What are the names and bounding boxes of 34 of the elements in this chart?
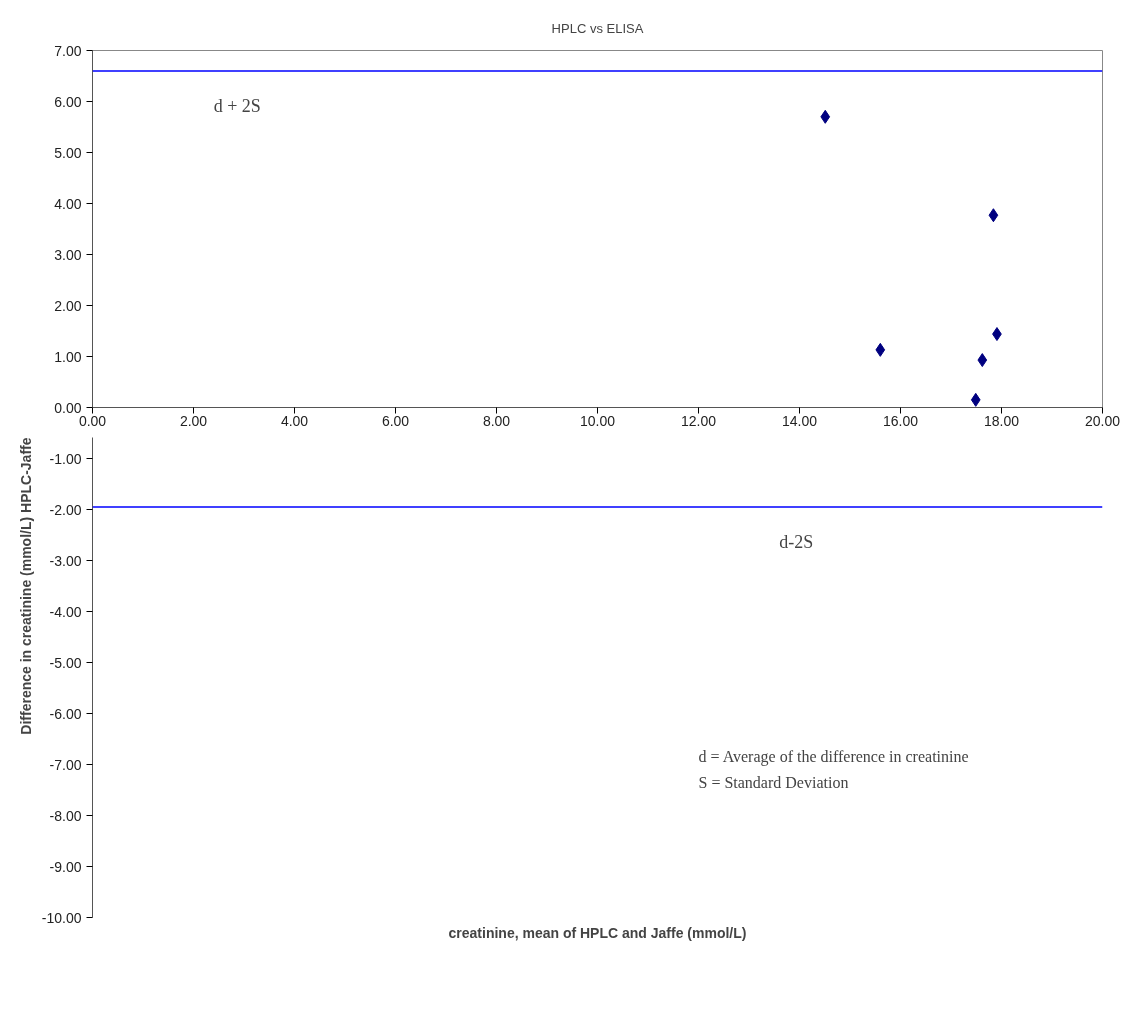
- y-tick-label: -8.00: [49, 807, 82, 824]
- ref-line-label: d + 2S: [213, 95, 261, 116]
- y-tick-label: 7.00: [54, 42, 82, 59]
- x-tick-label: 6.00: [381, 412, 410, 429]
- x-tick-label: 10.00: [579, 412, 616, 429]
- x-tick-label: 16.00: [882, 412, 919, 429]
- y-axis-title: Difference in creatinine (mmol/L) HPLC-Jaffe: [17, 437, 34, 735]
- x-tick-label: 8.00: [482, 412, 511, 429]
- x-tick-label: 4.00: [280, 412, 309, 429]
- y-tick-label: -6.00: [49, 705, 82, 722]
- y-tick-label: 3.00: [54, 246, 82, 263]
- annotation: S = Standard Deviation: [698, 773, 849, 791]
- y-tick-label: 1.00: [54, 348, 82, 365]
- y-tick-label: 4.00: [54, 195, 82, 212]
- x-tick-label: 14.00: [781, 412, 818, 429]
- x-tick-label: 18.00: [983, 412, 1020, 429]
- x-tick-label: 12.00: [680, 412, 717, 429]
- y-tick-label: -5.00: [49, 654, 82, 671]
- y-tick-label: -7.00: [49, 756, 82, 773]
- y-tick-label: 6.00: [54, 93, 82, 110]
- y-tick-label: -4.00: [49, 603, 82, 620]
- x-tick-label: 2.00: [179, 412, 208, 429]
- chart-title: HPLC vs ELISA: [551, 20, 644, 36]
- y-tick-label: -3.00: [49, 552, 82, 569]
- y-tick-label: -9.00: [49, 858, 82, 875]
- y-tick-label: 2.00: [54, 297, 82, 314]
- x-tick-label: 20.00: [1084, 412, 1121, 429]
- y-tick-label: -2.00: [49, 501, 82, 518]
- y-tick-label: -1.00: [49, 450, 82, 467]
- y-tick-label: -10.00: [41, 909, 82, 926]
- y-tick-label: 5.00: [54, 144, 82, 161]
- annotation: d = Average of the difference in creatinine: [698, 747, 969, 766]
- x-axis-title: creatinine, mean of HPLC and Jaffe (mmol/L): [448, 924, 747, 941]
- ref-line-label: d-2S: [779, 531, 814, 552]
